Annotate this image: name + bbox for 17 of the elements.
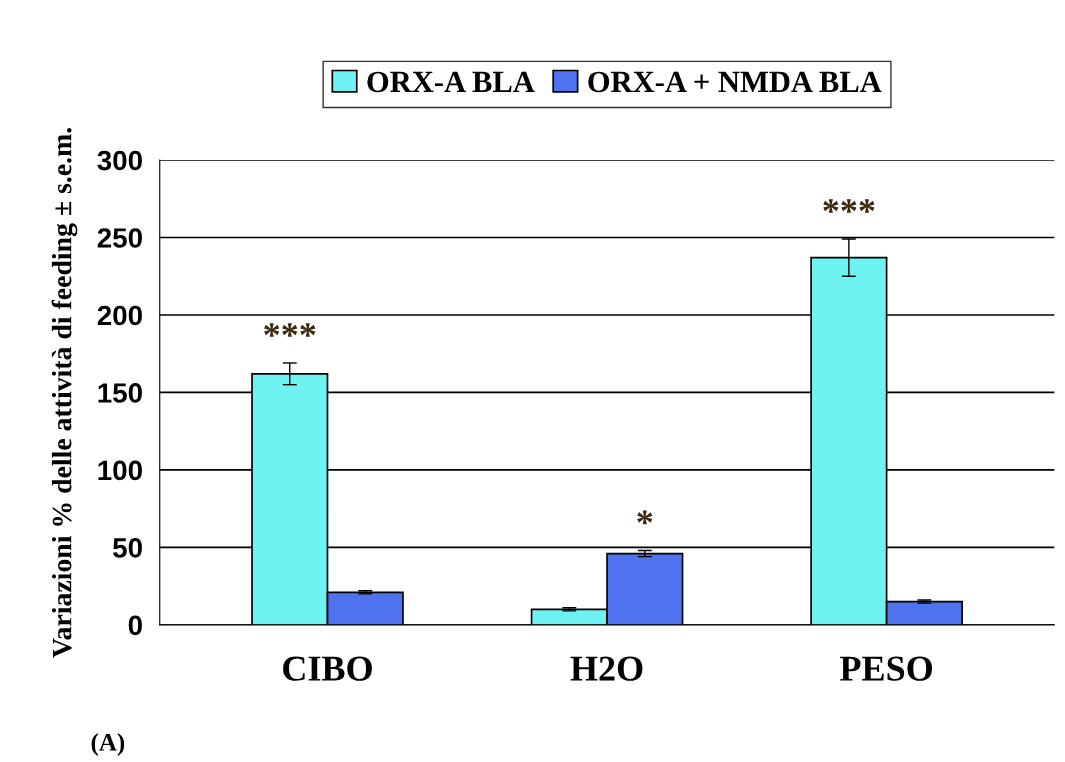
y-axis-title: Variazioni % delle attività di feeding ± s.e.m. [51,128,78,658]
legend-label: ORX-A + NMDA BLA [588,71,882,93]
y-tick-label: 300 [97,150,142,171]
y-tick-label: 200 [97,305,142,326]
annotation: *** [264,323,316,337]
legend-label: ORX-A BLA [367,71,535,93]
x-tick-label: H2O [570,656,643,681]
y-tick-label: 100 [98,460,142,481]
x-tick-label: CIBO [283,656,372,681]
y-tick-label: 150 [98,383,142,403]
y-tick-label: 0 [128,615,142,636]
annotation: * [637,510,653,525]
x-tick-label: PESO [840,656,933,681]
y-tick-label: 50 [113,538,142,558]
annotation: *** [823,199,875,213]
y-tick-label: 250 [97,228,142,248]
text: (A) [91,733,125,756]
